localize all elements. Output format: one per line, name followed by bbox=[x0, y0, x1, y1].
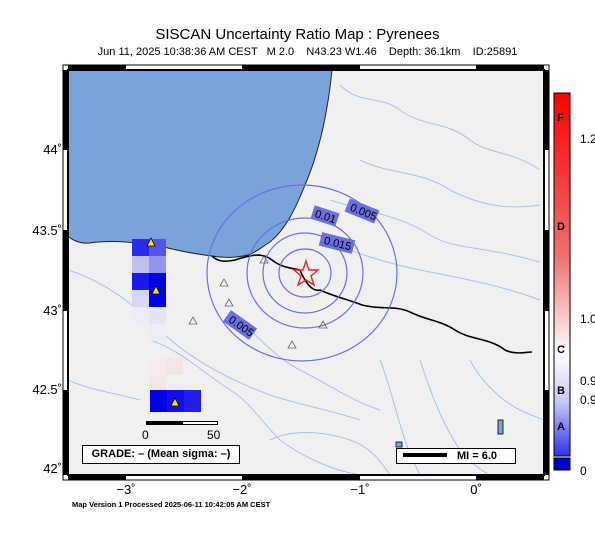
colorbar-value: 1.0 bbox=[580, 312, 595, 326]
station-marker bbox=[219, 278, 229, 287]
colorbar-value: 0 bbox=[580, 464, 587, 478]
rivers bbox=[67, 84, 545, 476]
lon-tick: −3˚ bbox=[116, 482, 136, 497]
lon-tick: −2˚ bbox=[232, 482, 252, 497]
station-marker bbox=[188, 316, 198, 325]
colorbar-letter: A bbox=[557, 421, 565, 433]
grade-box: GRADE: – (Mean sigma: –) bbox=[82, 445, 240, 464]
map-frame bbox=[62, 64, 550, 481]
lon-tick: −1˚ bbox=[350, 482, 370, 497]
epicenter-star bbox=[292, 258, 320, 287]
map-title: SISCAN Uncertainty Ratio Map : Pyrenees bbox=[155, 26, 440, 43]
uncertainty-contours bbox=[206, 184, 398, 362]
colorbar-letter: D bbox=[557, 221, 565, 233]
station-marker bbox=[224, 298, 234, 307]
colorbar-value: 0.9 bbox=[580, 393, 595, 407]
station-marker bbox=[259, 255, 269, 264]
mi-line bbox=[403, 453, 447, 458]
lat-tick: 43˚ bbox=[43, 303, 62, 318]
mi-label: MI = 6.0 bbox=[457, 450, 498, 462]
event-info: Jun 11, 2025 10:38:36 AM CEST M 2.0 N43.… bbox=[97, 46, 518, 58]
lat-tick: 44˚ bbox=[43, 142, 62, 157]
mi-legend: MI = 6.0 bbox=[396, 448, 516, 464]
colorbar-letter: C bbox=[557, 344, 565, 356]
station-marker bbox=[146, 237, 156, 247]
lat-tick: 42.5˚ bbox=[32, 382, 62, 397]
colorbar-value: 1.2 bbox=[580, 132, 595, 146]
colorbar bbox=[553, 92, 571, 471]
map-area: 0.005 0.01 0.015 0.005 bbox=[67, 69, 545, 476]
colorbar-letter: B bbox=[557, 385, 565, 397]
bay-of-biscay bbox=[67, 69, 333, 258]
scale-start-label: 0 bbox=[142, 428, 149, 442]
station-marker bbox=[318, 320, 328, 329]
lat-tick: 42˚ bbox=[43, 461, 62, 476]
border-line bbox=[211, 254, 533, 354]
station-marker bbox=[151, 285, 161, 295]
station-marker bbox=[170, 397, 180, 407]
lat-tick: 43.5˚ bbox=[32, 223, 62, 238]
islands bbox=[497, 419, 504, 435]
colorbar-value: 0.9 bbox=[580, 374, 595, 388]
station-marker bbox=[287, 340, 297, 349]
colorbar-letter: F bbox=[557, 112, 564, 124]
scale-bar bbox=[146, 421, 218, 425]
scale-end-label: 50 bbox=[207, 428, 221, 442]
processing-footer: Map Version 1 Processed 2025-06-11 10:42… bbox=[72, 500, 271, 509]
stations bbox=[146, 237, 328, 407]
lon-tick: 0˚ bbox=[470, 482, 482, 497]
